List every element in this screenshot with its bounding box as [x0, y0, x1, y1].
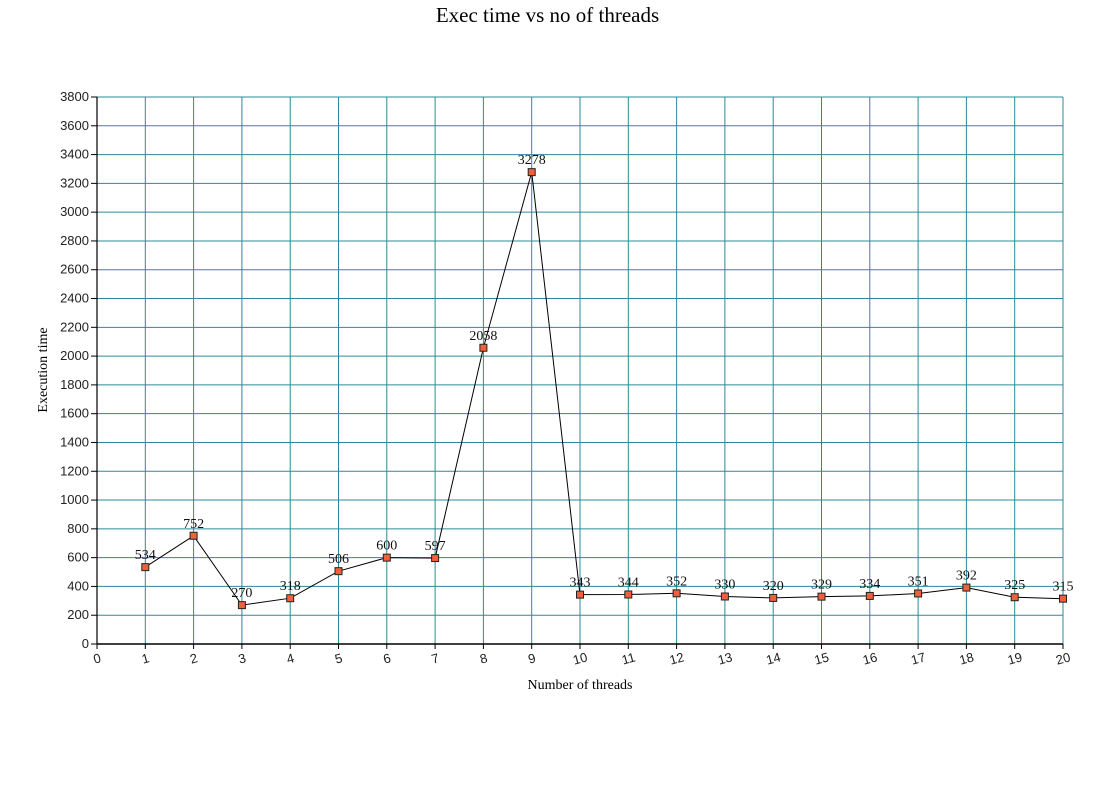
- data-label: 2058: [469, 329, 497, 344]
- x-tick-label: 19: [1006, 649, 1024, 667]
- y-tick-label: 1800: [60, 377, 89, 392]
- data-label: 597: [425, 539, 446, 554]
- x-tick-label: 13: [716, 649, 734, 667]
- data-point: [672, 589, 681, 598]
- data-point: [962, 583, 971, 592]
- data-label: 600: [376, 539, 397, 554]
- data-point: [189, 531, 198, 540]
- y-tick-label: 800: [67, 521, 89, 536]
- data-point: [720, 592, 729, 601]
- data-point: [431, 554, 440, 563]
- x-tick-label: 12: [668, 649, 686, 667]
- chart-title: Exec time vs no of threads: [435, 3, 660, 27]
- y-tick-label: 600: [67, 550, 89, 565]
- grid: [96, 96, 1064, 645]
- x-tick-label: 8: [478, 650, 489, 666]
- data-label: 343: [570, 576, 591, 591]
- data-label: 330: [714, 577, 735, 592]
- data-point: [769, 593, 778, 602]
- x-tick-label: 14: [764, 649, 782, 667]
- x-tick-label: 17: [909, 649, 927, 667]
- y-tick-label: 2600: [60, 262, 89, 277]
- x-tick-label: 18: [958, 649, 976, 667]
- data-point: [527, 168, 536, 177]
- data-point: [1059, 594, 1067, 603]
- data-point: [237, 601, 246, 610]
- y-tick-label: 3400: [60, 147, 89, 162]
- data-label: 315: [1053, 580, 1074, 595]
- data-label: 506: [328, 552, 349, 567]
- x-tick-label: 10: [571, 649, 589, 667]
- data-labels: 534 752 270 318 506 600 597 2058 3278 343 344 352 33…: [135, 153, 1074, 601]
- data-label: 329: [811, 578, 832, 593]
- x-tick-label: 11: [620, 649, 637, 667]
- y-tick-label: 3600: [60, 118, 89, 133]
- data-point: [865, 591, 874, 600]
- y-tick-label: 2800: [60, 233, 89, 248]
- y-tick-label: 1400: [60, 434, 89, 449]
- data-point: [624, 590, 633, 599]
- y-tick-label: 2200: [60, 319, 89, 334]
- data-point: [1010, 593, 1019, 602]
- x-tick-label: 0: [92, 650, 103, 666]
- x-tick-label: 7: [430, 650, 441, 666]
- x-tick-label: 9: [526, 650, 537, 666]
- series-path: [145, 171, 1064, 606]
- x-tick-label: 4: [285, 650, 296, 666]
- data-point: [141, 563, 150, 572]
- data-point: [817, 592, 826, 601]
- data-label: 344: [618, 575, 639, 590]
- x-tick-label: 16: [861, 649, 879, 667]
- data-label: 270: [231, 586, 252, 601]
- x-tick-label: 1: [140, 650, 151, 666]
- x-tick-label: 15: [813, 649, 831, 667]
- data-point: [479, 343, 488, 352]
- x-tick-label: 20: [1054, 649, 1072, 667]
- y-tick-label: 400: [67, 578, 89, 593]
- y-tick-label: 3800: [60, 89, 89, 104]
- data-point: [382, 553, 391, 562]
- axes: [91, 96, 1064, 649]
- data-point: [576, 590, 584, 599]
- y-tick-label: 1000: [60, 492, 89, 507]
- data-label: 752: [183, 517, 204, 532]
- data-markers: [141, 168, 1067, 610]
- series-line: [145, 171, 1064, 606]
- data-label: 534: [135, 548, 156, 563]
- x-tick-label: 6: [381, 650, 392, 666]
- data-label: 325: [1004, 578, 1025, 593]
- data-label: 392: [956, 569, 977, 584]
- y-tick-label: 2000: [60, 348, 89, 363]
- x-tick-label: 3: [237, 650, 248, 666]
- y-tick-label: 0: [82, 636, 89, 651]
- data-point: [286, 594, 295, 603]
- x-tick-label: 2: [188, 650, 199, 666]
- x-tick-labels: 0 1 2 3 4 5 6 7 8 9 10 11 12 13 14 15 16 17 18 19 20: [92, 649, 1072, 667]
- y-tick-label: 200: [67, 607, 89, 622]
- y-axis-label: Execution time: [36, 327, 51, 412]
- data-label: 351: [908, 574, 929, 589]
- x-axis-label: Number of threads: [528, 678, 633, 693]
- data-label: 318: [280, 579, 301, 594]
- y-tick-label: 3000: [60, 204, 89, 219]
- y-tick-label: 3200: [60, 175, 89, 190]
- y-tick-label: 2400: [60, 291, 89, 306]
- data-point: [334, 567, 343, 576]
- y-tick-labels: 0 200 400 600 800 1000 1200 1400 1600 1800 2000 220…: [60, 89, 89, 651]
- data-label: 3278: [518, 153, 546, 168]
- data-point: [914, 589, 923, 598]
- x-tick-label: 5: [333, 650, 344, 666]
- data-label: 334: [859, 577, 880, 592]
- y-tick-label: 1200: [60, 463, 89, 478]
- data-label: 352: [666, 574, 687, 589]
- data-label: 320: [763, 579, 784, 594]
- y-tick-label: 1600: [60, 406, 89, 421]
